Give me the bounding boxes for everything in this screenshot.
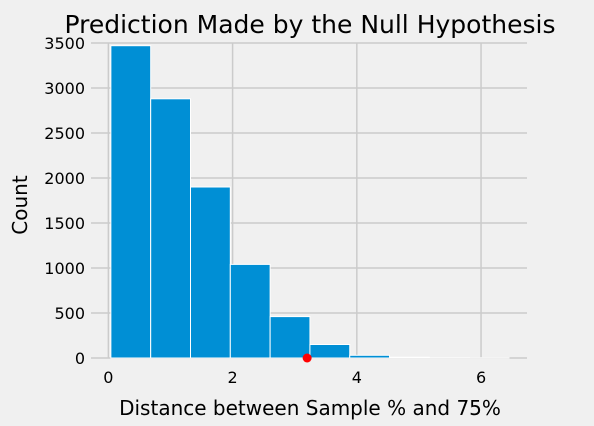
histogram-bar xyxy=(150,98,191,359)
histogram-bar xyxy=(269,316,311,359)
x-tick-label: 4 xyxy=(352,368,362,387)
marks-layer xyxy=(302,353,312,363)
histogram-bar xyxy=(309,344,351,359)
bars-layer xyxy=(110,45,510,359)
x-tick-label: 0 xyxy=(103,368,113,387)
x-tick-label: 2 xyxy=(228,368,238,387)
ticks-layer: 0 2 4 6 0 500 1000 1500 2000 2500 3000 3500 xyxy=(44,34,486,387)
observed-statistic-point xyxy=(302,353,312,363)
y-tick-label: 0 xyxy=(75,349,85,368)
y-tick-label: 2000 xyxy=(44,169,85,188)
histogram-bar xyxy=(229,263,271,359)
y-tick-label: 500 xyxy=(54,304,85,323)
x-axis-label: Distance between Sample % and 75% xyxy=(119,396,501,420)
y-tick-label: 2500 xyxy=(44,124,85,143)
y-tick-label: 1500 xyxy=(44,214,85,233)
histogram-bar xyxy=(189,186,231,359)
histogram-bar xyxy=(349,354,391,359)
histogram-bar xyxy=(389,356,430,359)
histogram-bar xyxy=(110,45,152,359)
x-tick-label: 6 xyxy=(476,368,486,387)
y-tick-label: 1000 xyxy=(44,259,85,278)
chart-title: Prediction Made by the Null Hypothesis xyxy=(65,10,556,39)
y-axis-label: Count xyxy=(8,175,32,235)
y-tick-label: 3500 xyxy=(44,34,85,53)
y-tick-label: 3000 xyxy=(44,79,85,98)
